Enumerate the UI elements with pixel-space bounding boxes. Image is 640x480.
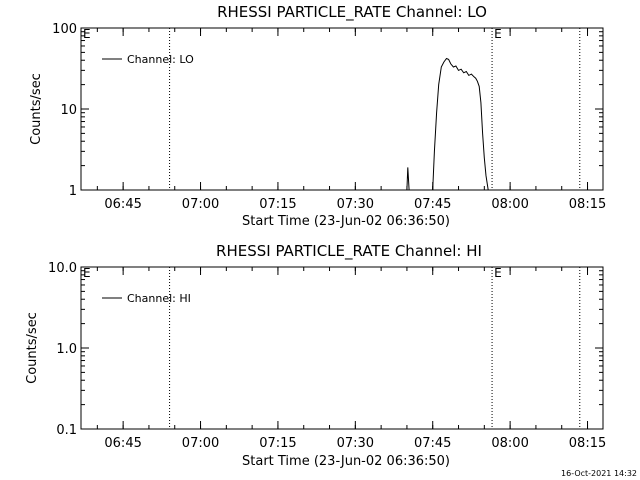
event-lines-lo [169,28,581,190]
x-tick-label: 07:15 [259,436,296,451]
y-tick-label: 1.0 [56,342,77,357]
panel-hi: RHESSI PARTICLE_RATE Channel: HI 06:45 07… [25,242,606,469]
legend-lo: Channel: LO [102,53,194,66]
x-tick-label: 08:15 [569,436,606,451]
legend-label-lo: Channel: LO [127,53,194,66]
x-tick-label: 08:15 [569,197,606,212]
x-tick-label: 07:30 [337,436,374,451]
series-line [406,57,489,191]
y-tick-label: 10.0 [48,261,77,276]
y-axis-label-lo: Counts/sec [29,73,44,145]
x-tick-label: 07:15 [259,197,296,212]
x-tick-label: 08:00 [491,197,528,212]
x-tick-label: 07:00 [182,436,219,451]
x-tick-label: 07:45 [414,197,451,212]
tick-group-lo: 06:45 07:00 07:15 07:30 07:45 08:00 08:15 1 10 10… [52,22,606,212]
event-lines-hi [169,267,581,429]
chart-title-hi: RHESSI PARTICLE_RATE Channel: HI [216,242,482,261]
panel-lo: RHESSI PARTICLE_RATE Channel: LO 06:45 07… [29,3,606,229]
x-tick-label: 06:45 [104,436,141,451]
x-tick-label: 07:45 [414,436,451,451]
legend-hi: Channel: HI [102,292,191,305]
y-tick-label: 10 [60,103,77,118]
x-tick-label: 08:00 [491,436,528,451]
x-axis-label-lo: Start Time (23-Jun-02 06:36:50) [242,214,450,229]
x-tick-label: 07:30 [337,197,374,212]
series-group-lo [406,57,489,191]
event-marker-label: E [494,266,502,280]
x-axis-label-hi: Start Time (23-Jun-02 06:36:50) [242,454,450,469]
x-tick-label: 07:00 [182,197,219,212]
y-axis-label-hi: Counts/sec [25,312,40,384]
tick-group-hi: 06:45 07:00 07:15 07:30 07:45 08:00 08:15 0.1 1.… [48,261,606,451]
y-tick-label: 0.1 [56,423,77,438]
y-tick-label: 100 [52,22,77,37]
chart-title-lo: RHESSI PARTICLE_RATE Channel: LO [217,3,487,22]
event-marker-label: E [494,27,502,41]
legend-label-hi: Channel: HI [127,292,191,305]
footer-timestamp: 16-Oct-2021 14:32 [561,469,637,478]
event-marker-label: E [83,266,91,280]
x-tick-label: 06:45 [104,197,141,212]
y-tick-label: 1 [69,184,77,199]
event-marker-label: E [83,27,91,41]
